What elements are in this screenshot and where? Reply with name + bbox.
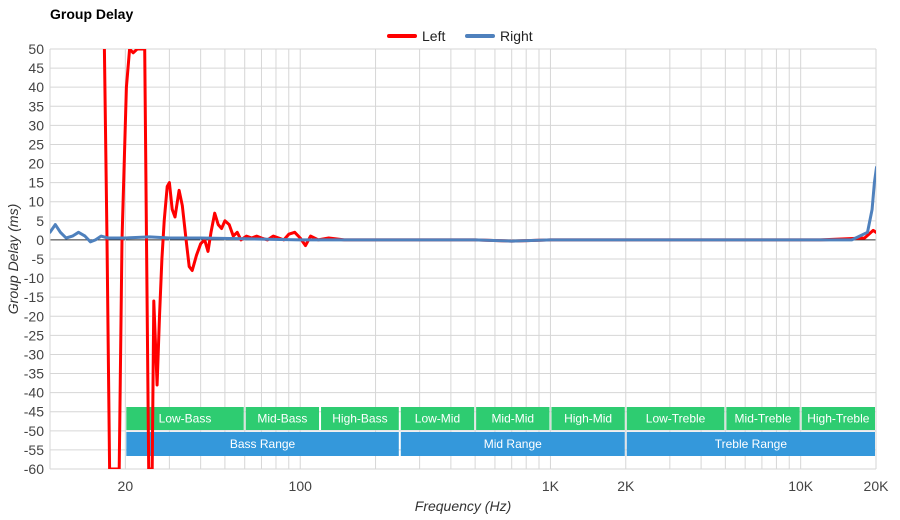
band-high-mid xyxy=(551,407,625,430)
chart-title: Group Delay xyxy=(50,6,134,22)
series-line-right xyxy=(50,165,876,244)
y-tick-label: -15 xyxy=(24,289,44,305)
band-label: Mid-Treble xyxy=(735,412,792,426)
y-axis-title: Group Delay (ms) xyxy=(5,204,21,314)
band-label: High-Mid xyxy=(564,412,612,426)
range-bass-range xyxy=(126,432,399,456)
x-axis-title: Frequency (Hz) xyxy=(415,498,511,514)
band-mid-treble xyxy=(726,407,800,430)
y-tick-label: -30 xyxy=(24,346,44,362)
band-mid-bass xyxy=(245,407,320,430)
x-tick-label: 10K xyxy=(788,478,814,494)
y-tick-label: -25 xyxy=(24,327,44,343)
y-tick-label: -50 xyxy=(24,423,44,439)
y-tick-label: -5 xyxy=(32,251,45,267)
x-tick-label: 100 xyxy=(289,478,313,494)
band-label: Mid-Mid xyxy=(491,412,534,426)
axes: 50454035302520151050-5-10-15-20-25-30-35… xyxy=(5,41,889,514)
y-tick-label: 5 xyxy=(36,213,44,229)
x-tick-label: 20K xyxy=(864,478,890,494)
y-tick-label: 0 xyxy=(36,232,44,248)
y-tick-label: -60 xyxy=(24,461,44,477)
band-label: Low-Mid xyxy=(415,412,460,426)
band-low-mid xyxy=(400,407,475,430)
band-mid-mid xyxy=(476,407,550,430)
range-mid-range xyxy=(400,432,625,456)
y-tick-label: -55 xyxy=(24,442,44,458)
band-label: Low-Bass xyxy=(159,412,212,426)
series-lines xyxy=(50,49,876,469)
x-tick-label: 1K xyxy=(542,478,560,494)
band-low-treble xyxy=(626,407,725,430)
y-tick-label: 35 xyxy=(28,98,44,114)
y-tick-label: -40 xyxy=(24,385,44,401)
band-high-bass xyxy=(321,407,399,430)
range-treble-range xyxy=(626,432,875,456)
y-tick-label: -20 xyxy=(24,308,44,324)
y-tick-label: 20 xyxy=(28,156,44,172)
y-tick-label: 45 xyxy=(28,60,44,76)
y-tick-label: -10 xyxy=(24,270,44,286)
y-tick-label: 10 xyxy=(28,194,44,210)
y-tick-label: -45 xyxy=(24,404,44,420)
y-tick-label: 40 xyxy=(28,79,44,95)
grid xyxy=(49,48,877,470)
band-label: High-Bass xyxy=(332,412,387,426)
band-label: Mid-Bass xyxy=(257,412,307,426)
band-low-bass xyxy=(126,407,244,430)
frequency-bands: Low-Bass Mid-Bass High-Bass Low-Mid Mid-Mid H… xyxy=(126,407,875,456)
band-label: Low-Treble xyxy=(646,412,706,426)
range-label: Treble Range xyxy=(715,437,788,451)
y-tick-label: 50 xyxy=(28,41,44,57)
legend-label-left[interactable]: Left xyxy=(422,28,445,44)
x-tick-label: 20 xyxy=(118,478,134,494)
legend[interactable]: Left Right xyxy=(387,28,533,44)
legend-label-right[interactable]: Right xyxy=(500,28,533,44)
y-tick-label: -35 xyxy=(24,366,44,382)
y-tick-label: 15 xyxy=(28,175,44,191)
band-high-treble xyxy=(801,407,875,430)
range-label: Mid Range xyxy=(484,437,542,451)
band-label: High-Treble xyxy=(807,412,870,426)
y-tick-label: 30 xyxy=(28,117,44,133)
y-tick-label: 25 xyxy=(28,136,44,152)
x-tick-label: 2K xyxy=(617,478,635,494)
range-label: Bass Range xyxy=(230,437,296,451)
